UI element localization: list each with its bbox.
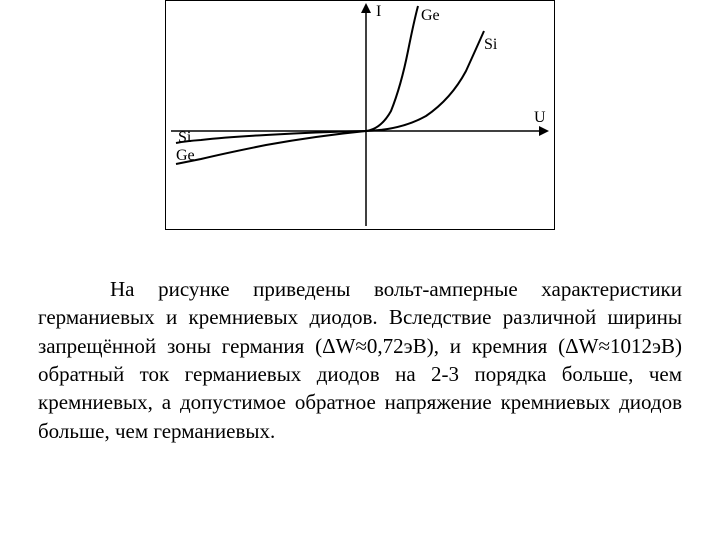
x-axis-label: U (534, 109, 546, 127)
si-forward-curve (366, 31, 484, 131)
description-paragraph: На рисунке приведены вольт-амперные хара… (38, 275, 682, 445)
x-axis-arrow (539, 126, 549, 136)
ge-forward-curve (366, 6, 418, 131)
si-forward-label: Si (484, 36, 497, 54)
ge-forward-label: Ge (421, 7, 440, 25)
y-axis-label: I (376, 3, 381, 21)
paragraph-text: На рисунке приведены вольт-амперные хара… (38, 277, 682, 443)
figure-inner: I U Ge Si Si Ge (166, 1, 554, 229)
y-axis-arrow (361, 3, 371, 13)
chart-svg (166, 1, 556, 231)
si-reverse-curve (176, 131, 366, 143)
ge-reverse-curve (176, 131, 366, 164)
iv-curve-figure: I U Ge Si Si Ge (165, 0, 555, 230)
si-reverse-label: Si (178, 129, 191, 147)
ge-reverse-label: Ge (176, 147, 195, 165)
